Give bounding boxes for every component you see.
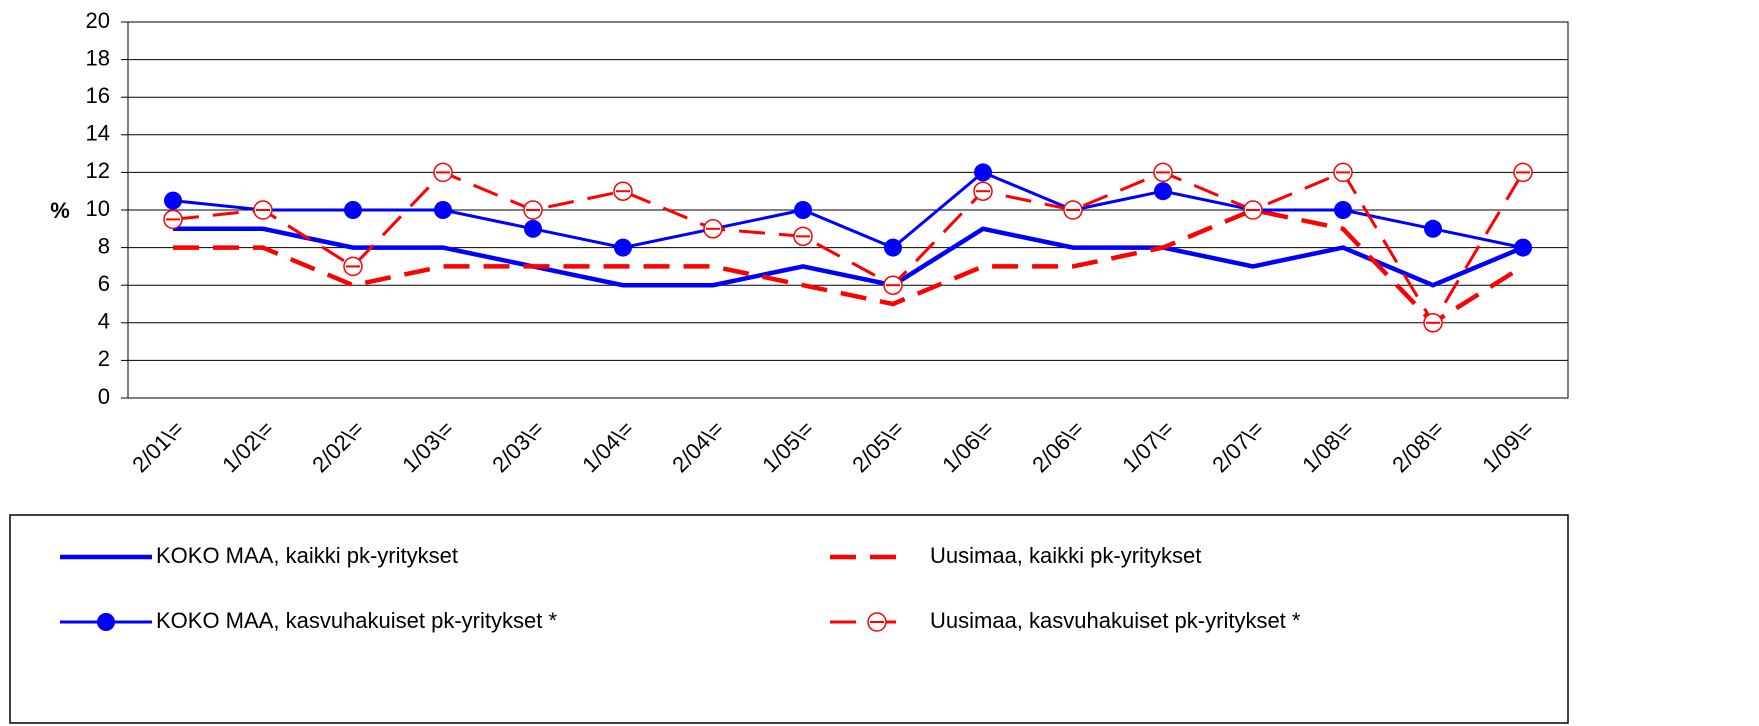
y-tick-label: 8	[98, 233, 110, 258]
marker	[884, 238, 902, 257]
legend-label: KOKO MAA, kaikki pk-yritykset	[156, 543, 458, 568]
x-tick-label: 2/01\=	[127, 416, 188, 477]
marker	[1424, 219, 1442, 238]
marker	[164, 191, 182, 210]
marker	[794, 201, 812, 219]
x-tick-label: 1/08\=	[1297, 416, 1358, 477]
y-tick-label: 10	[86, 196, 110, 221]
series-line	[172, 170, 1525, 326]
marker	[97, 613, 115, 631]
marker	[1154, 182, 1172, 201]
x-tick-label: 2/03\=	[487, 416, 548, 477]
y-tick-label: 16	[86, 83, 110, 108]
x-tick-label: 2/06\=	[1027, 416, 1088, 477]
legend-label: KOKO MAA, kasvuhakuiset pk-yritykset *	[156, 608, 557, 633]
x-tick-label: 1/05\=	[757, 416, 818, 477]
x-tick-label: 2/08\=	[1387, 416, 1448, 477]
x-tick-label: 1/02\=	[217, 416, 278, 477]
x-tick-label: 2/02\=	[307, 416, 368, 477]
series-line	[173, 226, 1524, 288]
marker	[614, 238, 632, 257]
series-line	[172, 170, 1524, 250]
y-tick-label: 2	[98, 346, 110, 371]
y-tick-label: 0	[98, 384, 110, 409]
marker	[1334, 201, 1352, 219]
series-line	[173, 207, 1525, 326]
marker	[524, 219, 542, 238]
x-tick-label: 2/04\=	[667, 416, 728, 477]
y-tick-label: 4	[98, 309, 110, 334]
marker	[434, 201, 452, 219]
y-tick-label: 14	[86, 121, 110, 146]
x-tick-label: 1/06\=	[937, 416, 998, 477]
x-tick-label: 2/07\=	[1207, 416, 1268, 477]
marker	[974, 163, 992, 182]
x-tick-label: 1/09\=	[1477, 416, 1538, 477]
legend-label: Uusimaa, kaikki pk-yritykset	[930, 543, 1201, 568]
marker	[1514, 238, 1532, 257]
marker	[344, 201, 362, 219]
x-tick-label: 2/05\=	[847, 416, 908, 477]
x-tick-label: 1/04\=	[577, 416, 638, 477]
legend-label: Uusimaa, kasvuhakuiset pk-yritykset *	[930, 608, 1301, 633]
x-tick-label: 1/07\=	[1117, 416, 1178, 477]
x-tick-label: 1/03\=	[397, 416, 458, 477]
y-tick-label: 12	[86, 158, 110, 183]
y-tick-label: 18	[86, 45, 110, 70]
y-tick-label: 20	[86, 8, 110, 33]
y-tick-label: 6	[98, 271, 110, 296]
legend-box	[9, 514, 1569, 724]
y-axis-label: %	[50, 198, 70, 223]
